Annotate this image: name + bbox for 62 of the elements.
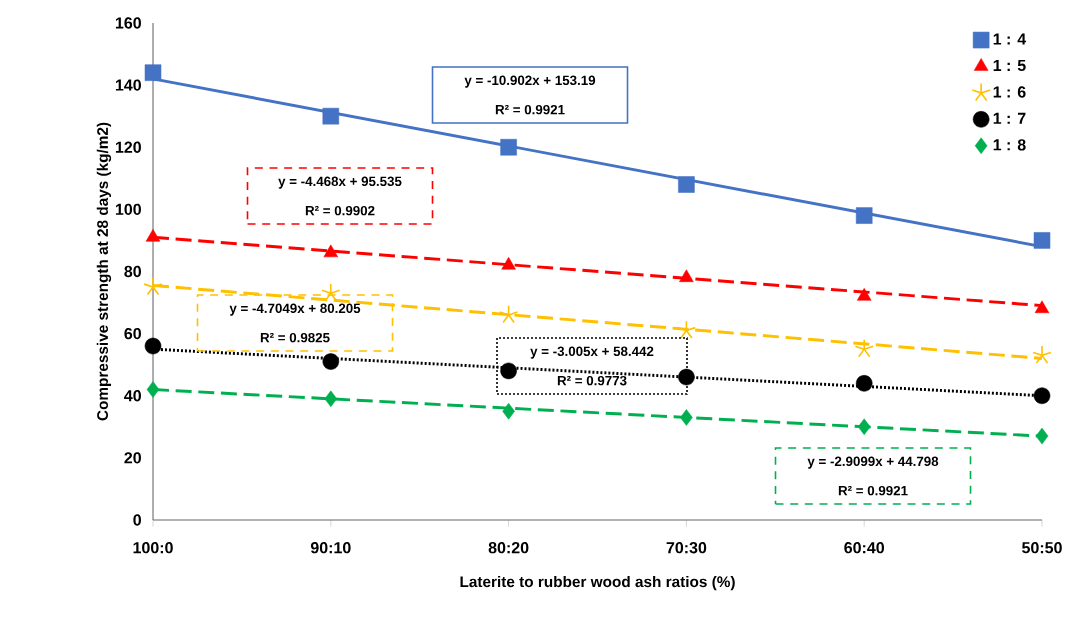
annotation: R² = 0.9825 — [260, 332, 330, 343]
point — [680, 409, 693, 426]
point — [501, 257, 516, 270]
annotation: y = -2.9099x + 44.798 — [807, 456, 939, 469]
point — [1032, 345, 1052, 364]
point — [1034, 300, 1050, 314]
annotation: y = -10.902x + 153.19 — [464, 75, 596, 88]
point — [145, 229, 161, 242]
annotation: y = -3.005x + 58.442 — [530, 346, 654, 359]
point — [143, 276, 163, 296]
point — [1033, 387, 1051, 405]
point — [1033, 232, 1051, 249]
x-tick-label: 60:40 — [844, 542, 884, 554]
legend-label: 1 : 6 — [993, 86, 1026, 98]
point — [678, 368, 695, 386]
point — [676, 320, 697, 339]
point — [146, 381, 160, 398]
y-tick-label: 40 — [124, 390, 141, 402]
annotation: y = -4.7049x + 80.205 — [229, 303, 361, 316]
legend-label: 1 : 8 — [993, 139, 1026, 151]
x-tick-label: 100:0 — [133, 542, 173, 554]
annotation: R² = 0.9921 — [838, 485, 908, 496]
point — [857, 288, 872, 301]
legend-label: 1 : 7 — [993, 112, 1026, 124]
x-tick-label: 90:10 — [310, 542, 351, 554]
point — [323, 244, 338, 258]
point — [322, 353, 340, 370]
point — [678, 176, 695, 193]
point — [144, 337, 162, 355]
point — [324, 390, 338, 408]
y-tick-label: 0 — [133, 514, 141, 526]
y-tick-label: 120 — [115, 141, 141, 153]
point — [679, 269, 694, 282]
point — [855, 207, 873, 224]
point — [321, 283, 341, 302]
point — [855, 375, 873, 392]
y-tick-label: 60 — [124, 327, 141, 340]
x-tick-label: 70:30 — [666, 542, 707, 554]
y-tick-label: 140 — [115, 79, 141, 91]
legend-label: 1 : 4 — [993, 33, 1027, 45]
y-tick-label: 20 — [124, 452, 141, 464]
y-tick-label: 100 — [115, 203, 141, 216]
annotation: R² = 0.9902 — [305, 205, 375, 216]
point — [144, 64, 162, 81]
x-tick-label: 80:20 — [488, 542, 529, 554]
x-axis-title: Laterite to rubber wood ash ratios (%) — [460, 575, 735, 591]
point — [500, 362, 517, 380]
y-tick-label: 160 — [115, 17, 141, 29]
y-axis-title: Compressive strength at 28 days (kg/m2) — [96, 122, 112, 421]
point — [502, 403, 515, 420]
point — [322, 107, 340, 125]
x-tick-label: 50:50 — [1022, 542, 1062, 554]
point — [1035, 427, 1049, 445]
point — [857, 418, 871, 436]
annotation: y = -4.468x + 95.535 — [278, 176, 402, 189]
y-tick-label: 80 — [124, 265, 141, 278]
annotation: R² = 0.9773 — [557, 375, 627, 386]
point — [500, 138, 517, 156]
point — [854, 339, 874, 358]
legend-label: 1 : 5 — [993, 59, 1026, 72]
annotation: R² = 0.9921 — [495, 104, 565, 115]
point — [498, 304, 519, 324]
